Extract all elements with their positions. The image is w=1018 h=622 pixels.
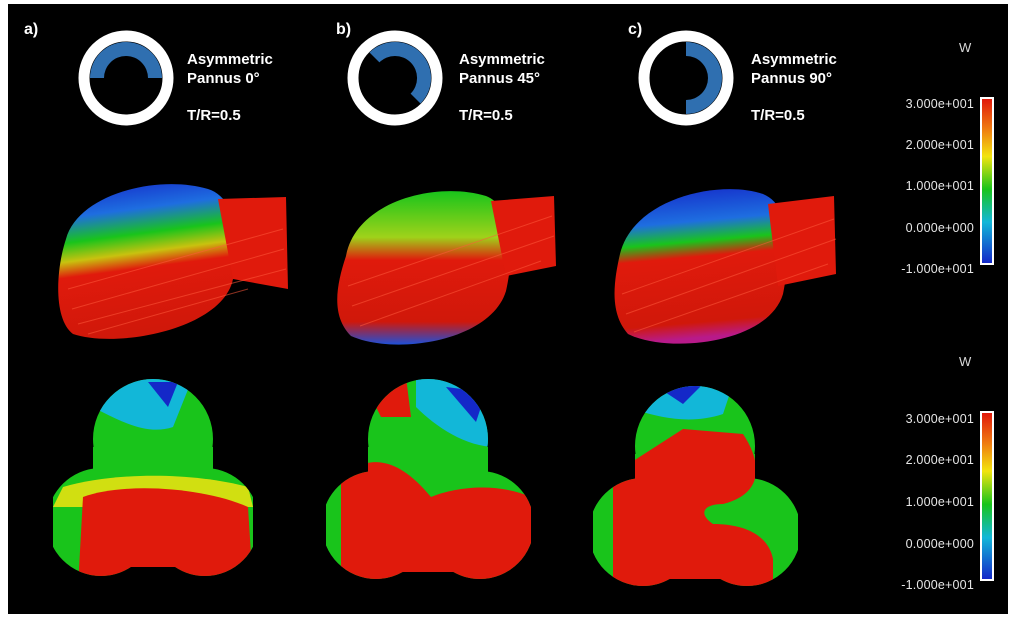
colorbar-2-tick: 3.000e+001 <box>905 412 974 426</box>
ring-outer <box>638 30 734 126</box>
section-red-region <box>613 429 773 586</box>
colorbar-1-tick: -1.000e+001 <box>901 262 974 276</box>
colorbar-2-tick: -1.000e+001 <box>901 578 974 592</box>
outflow-jet <box>768 196 836 286</box>
outflow-jet <box>218 197 288 289</box>
panel-b-label: b) <box>336 21 352 38</box>
panel-c-ratio: T/R=0.5 <box>751 107 805 124</box>
ring-outer <box>347 30 443 126</box>
cross-section-view-b <box>326 379 531 579</box>
caption-line-1: Asymmetric <box>459 51 545 68</box>
streamline-view-b <box>337 191 556 345</box>
colorbar-1-tick: 1.000e+001 <box>905 179 974 193</box>
colorbar-1-tick: 0.000e+000 <box>905 221 974 235</box>
aorta-body <box>337 191 511 345</box>
colorbar-1-unit: W <box>959 40 972 55</box>
streamline-view-a <box>58 184 288 339</box>
caption-line-1: Asymmetric <box>187 51 273 68</box>
ring-outer <box>78 30 174 126</box>
caption-line-2: Pannus 90° <box>751 70 833 87</box>
section-red-region <box>341 462 531 579</box>
caption-line-1: Asymmetric <box>751 51 837 68</box>
colorbar-1-tick: 2.000e+001 <box>905 138 974 152</box>
caption-line-2: Pannus 0° <box>187 70 260 87</box>
pannus-segment <box>369 41 432 104</box>
panel-b-caption: Asymmetric Pannus 45° <box>459 50 545 88</box>
outflow-jet <box>491 196 556 276</box>
colorbar-2-unit: W <box>959 354 972 369</box>
pannus-segment <box>90 42 162 78</box>
figure-canvas: a) Asymmetric Pannus 0° T/R=0.5 b) Asymm… <box>8 4 1008 614</box>
panel-b-ratio: T/R=0.5 <box>459 107 513 124</box>
cross-section-view-a <box>53 379 253 576</box>
pannus-segment <box>686 42 722 114</box>
colorbar-1 <box>980 97 994 265</box>
section-blue-region <box>148 382 178 407</box>
streamline-view-c <box>614 189 837 344</box>
colorbar-2-tick: 1.000e+001 <box>905 495 974 509</box>
valve-ring-icon-b <box>347 30 443 126</box>
colorbar-2-tick: 0.000e+000 <box>905 537 974 551</box>
panel-c-label: c) <box>628 21 643 38</box>
panel-c-caption: Asymmetric Pannus 90° <box>751 50 837 88</box>
cross-section-view-c <box>593 386 798 586</box>
panel-a-caption: Asymmetric Pannus 0° <box>187 50 273 88</box>
valve-ring-icon-a <box>78 30 174 126</box>
section-red-top <box>366 379 411 417</box>
colorbar-1-tick: 3.000e+001 <box>905 97 974 111</box>
valve-ring-icon-c <box>638 30 734 126</box>
colorbar-2-tick: 2.000e+001 <box>905 453 974 467</box>
section-red-region <box>78 488 253 576</box>
panel-a-ratio: T/R=0.5 <box>187 107 241 124</box>
colorbar-2 <box>980 411 994 581</box>
aorta-body <box>58 184 236 339</box>
panel-a-label: a) <box>24 21 39 38</box>
caption-line-2: Pannus 45° <box>459 70 541 87</box>
